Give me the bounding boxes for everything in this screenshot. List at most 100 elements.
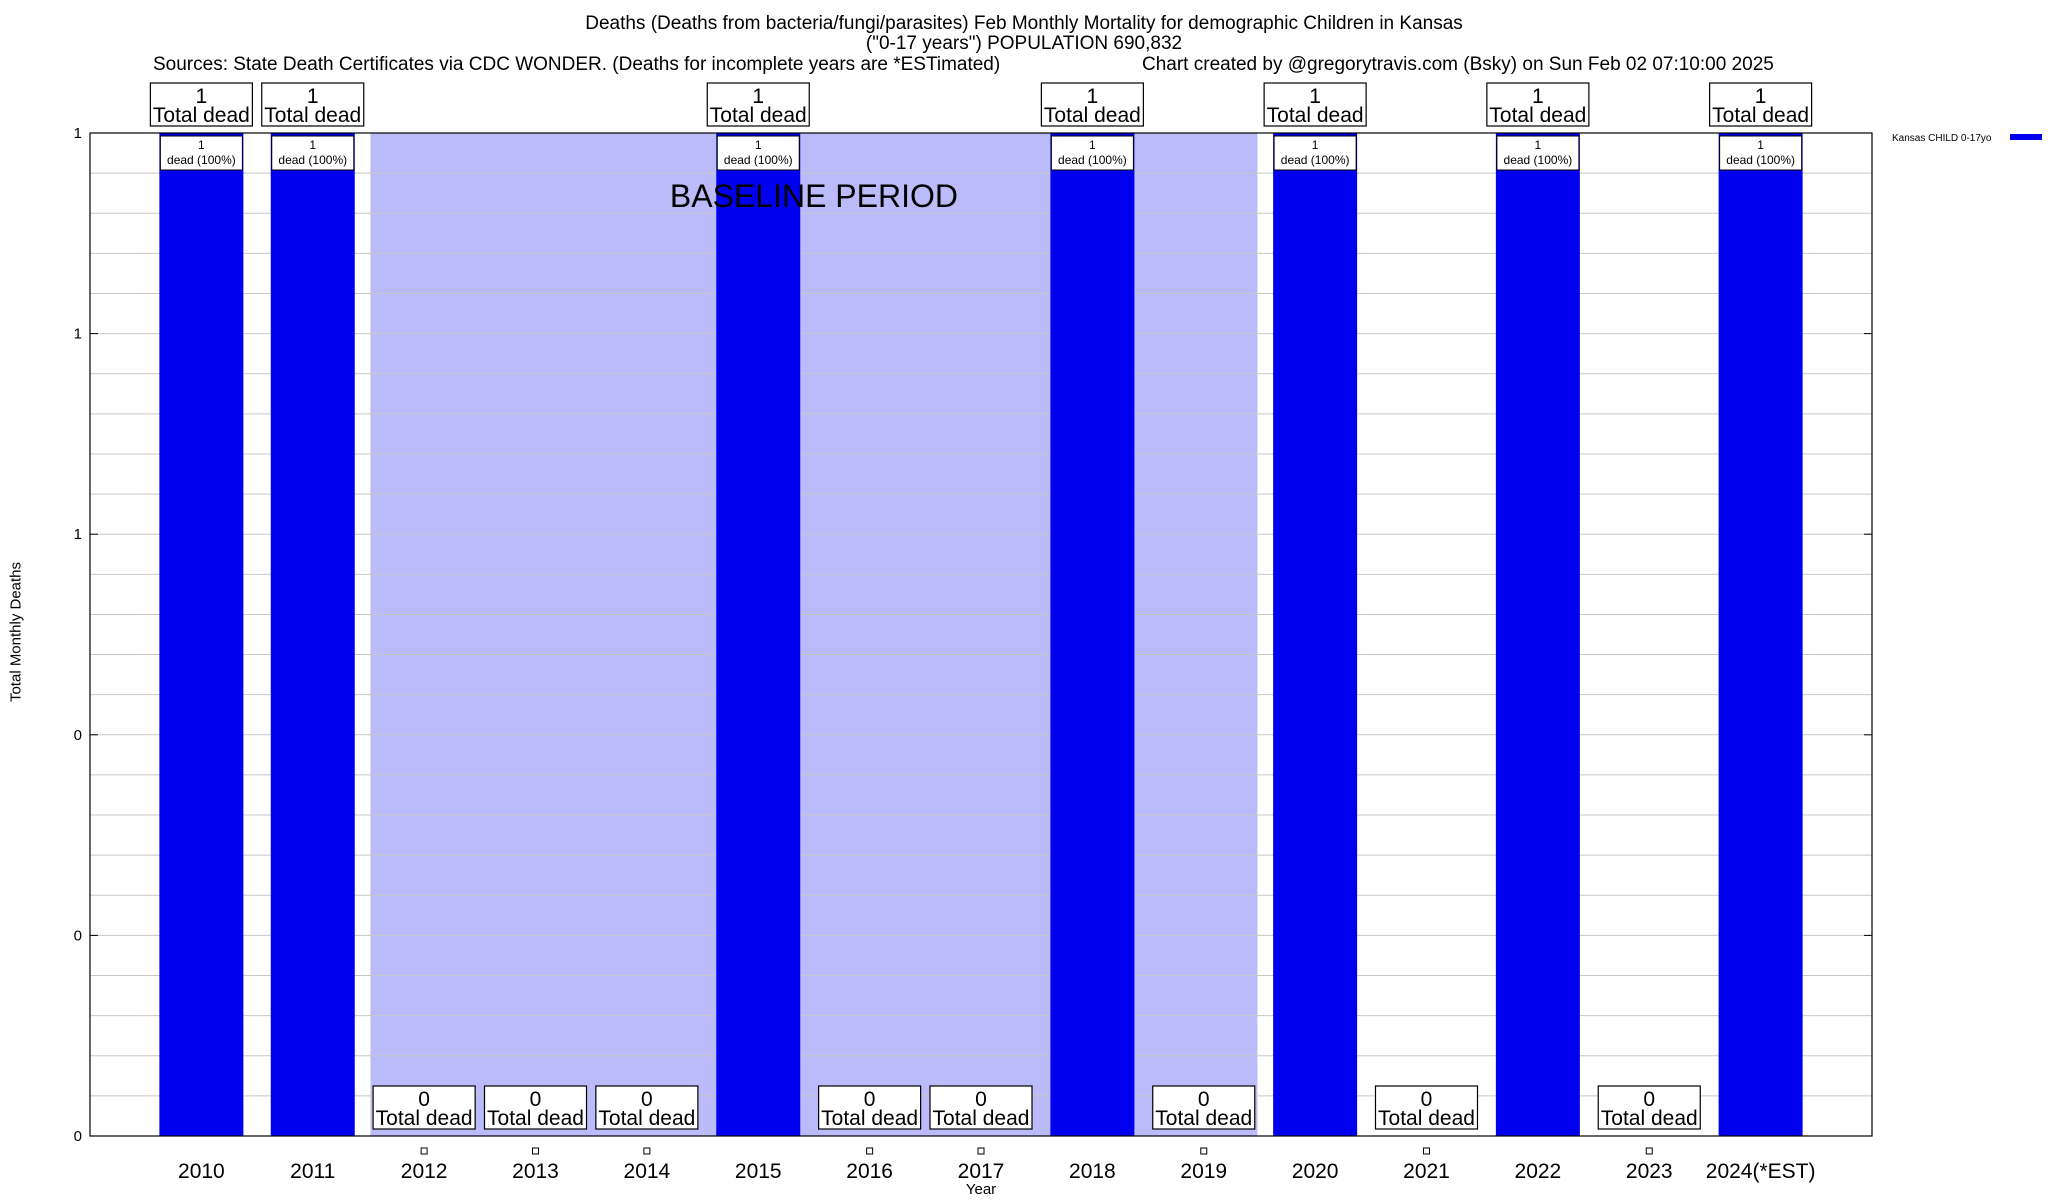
zero-marker bbox=[643, 1147, 651, 1155]
bar-inner-count: 1 bbox=[1757, 138, 1764, 152]
total-label-box bbox=[1152, 1085, 1256, 1130]
total-label-text: Total dead bbox=[376, 1107, 473, 1130]
total-label-count: 0 bbox=[1198, 1088, 1210, 1111]
total-label-count: 0 bbox=[975, 1088, 987, 1111]
total-label-text: Total dead bbox=[821, 1107, 918, 1130]
total-label-box bbox=[595, 1085, 699, 1130]
total-label-box bbox=[372, 1085, 476, 1130]
x-tick-label: 2010 bbox=[178, 1160, 225, 1183]
x-tick-label: 2022 bbox=[1515, 1160, 1562, 1183]
x-tick-label: 2016 bbox=[846, 1160, 893, 1183]
bar-inner-label-box bbox=[1273, 135, 1357, 171]
total-label-text: Total dead bbox=[1378, 1107, 1475, 1130]
bar-inner-label-box bbox=[1496, 135, 1580, 171]
x-tick-label: 2021 bbox=[1403, 1160, 1450, 1183]
total-label-box bbox=[1709, 82, 1813, 127]
bar-inner-percent: dead (100%) bbox=[278, 153, 347, 167]
x-tick-label: 2024(*EST) bbox=[1706, 1160, 1816, 1183]
bar-2020 bbox=[1273, 133, 1358, 1136]
total-label-text: Total dead bbox=[1712, 104, 1809, 127]
total-label-text: Total dead bbox=[264, 104, 361, 127]
total-label-box bbox=[1486, 82, 1590, 127]
bar-2011 bbox=[270, 133, 355, 1136]
y-tick-label: 1 bbox=[74, 326, 82, 343]
x-tick-label: 2012 bbox=[401, 1160, 448, 1183]
total-label-count: 1 bbox=[196, 85, 208, 108]
x-tick-label: 2019 bbox=[1180, 1160, 1227, 1183]
total-label-box bbox=[1597, 1085, 1701, 1130]
total-label-count: 1 bbox=[1309, 85, 1321, 108]
bar-inner-percent: dead (100%) bbox=[1504, 153, 1573, 167]
chart-sources-subtitle: Sources: State Death Certificates via CD… bbox=[153, 54, 1001, 75]
bar-inner-label-box bbox=[1050, 135, 1134, 171]
total-label-box bbox=[1040, 82, 1144, 127]
total-label-text: Total dead bbox=[598, 1107, 695, 1130]
zero-marker bbox=[1423, 1147, 1430, 1155]
total-label-text: Total dead bbox=[710, 104, 807, 127]
bar-2022 bbox=[1495, 133, 1580, 1136]
bar-inner-percent: dead (100%) bbox=[724, 153, 793, 167]
bar-inner-count: 1 bbox=[1312, 138, 1319, 152]
bar-inner-count: 1 bbox=[1089, 138, 1096, 152]
total-label-text: Total dead bbox=[1267, 104, 1364, 127]
bar-inner-percent: dead (100%) bbox=[167, 153, 236, 167]
chart-credit-subtitle: Chart created by @gregorytravis.com (Bsk… bbox=[1142, 54, 1774, 75]
total-label-count: 0 bbox=[641, 1088, 653, 1111]
baseline-period-label: BASELINE PERIOD bbox=[670, 178, 958, 214]
chart-title-line-1: Deaths (Deaths from bacteria/fungi/paras… bbox=[585, 13, 1463, 34]
total-label-count: 1 bbox=[752, 85, 764, 108]
zero-marker bbox=[866, 1147, 874, 1155]
y-tick-label: 1 bbox=[74, 526, 82, 543]
total-label-count: 0 bbox=[530, 1088, 542, 1111]
total-label-count: 1 bbox=[1532, 85, 1544, 108]
total-label-count: 0 bbox=[418, 1088, 430, 1111]
x-tick-label: 2013 bbox=[512, 1160, 559, 1183]
y-tick-label: 1 bbox=[74, 125, 82, 142]
bar-2024(*EST) bbox=[1718, 133, 1803, 1136]
total-label-box bbox=[1374, 1085, 1479, 1130]
bar-inner-percent: dead (100%) bbox=[1726, 153, 1795, 167]
chart-title-line-2: ("0-17 years") POPULATION 690,832 bbox=[865, 33, 1183, 54]
total-label-box bbox=[929, 1085, 1033, 1130]
bar-inner-percent: dead (100%) bbox=[1281, 153, 1350, 167]
zero-marker bbox=[420, 1147, 428, 1155]
total-label-box bbox=[818, 1085, 922, 1130]
x-tick-label: 2017 bbox=[958, 1160, 1005, 1183]
bar-2010 bbox=[159, 133, 244, 1136]
y-tick-label: 0 bbox=[74, 1128, 82, 1145]
total-label-text: Total dead bbox=[487, 1107, 584, 1130]
bar-inner-count: 1 bbox=[198, 138, 205, 152]
y-tick-label: 0 bbox=[74, 727, 82, 744]
total-label-text: Total dead bbox=[1155, 1107, 1252, 1130]
total-label-box bbox=[1263, 82, 1367, 127]
total-label-count: 1 bbox=[1087, 85, 1099, 108]
bar-2018 bbox=[1050, 133, 1135, 1136]
zero-marker bbox=[532, 1147, 539, 1155]
bar-inner-label-box bbox=[716, 135, 800, 171]
legend-swatch bbox=[2010, 134, 2042, 140]
x-tick-label: 2014 bbox=[624, 1160, 671, 1183]
bar-inner-percent: dead (100%) bbox=[1058, 153, 1127, 167]
zero-marker bbox=[1200, 1147, 1208, 1155]
bar-inner-count: 1 bbox=[755, 138, 762, 152]
x-tick-label: 2023 bbox=[1626, 1160, 1673, 1183]
total-label-text: Total dead bbox=[1601, 1107, 1698, 1130]
bar-inner-count: 1 bbox=[309, 138, 316, 152]
total-label-text: Total dead bbox=[1044, 104, 1141, 127]
total-label-box bbox=[149, 82, 253, 127]
total-label-count: 1 bbox=[307, 85, 319, 108]
legend-label: Kansas CHILD 0-17yo bbox=[1892, 133, 1992, 144]
bar-2015 bbox=[716, 133, 801, 1136]
total-label-box bbox=[706, 82, 810, 127]
total-label-count: 0 bbox=[864, 1088, 876, 1111]
total-label-box bbox=[483, 1085, 588, 1130]
total-label-count: 1 bbox=[1755, 85, 1767, 108]
plot-border bbox=[89, 132, 1873, 1137]
bar-inner-label-box bbox=[1719, 135, 1803, 171]
x-tick-label: 2018 bbox=[1069, 1160, 1116, 1183]
total-label-text: Total dead bbox=[933, 1107, 1030, 1130]
bar-inner-count: 1 bbox=[1535, 138, 1542, 152]
x-tick-label: 2015 bbox=[735, 1160, 782, 1183]
zero-marker bbox=[1645, 1147, 1653, 1155]
